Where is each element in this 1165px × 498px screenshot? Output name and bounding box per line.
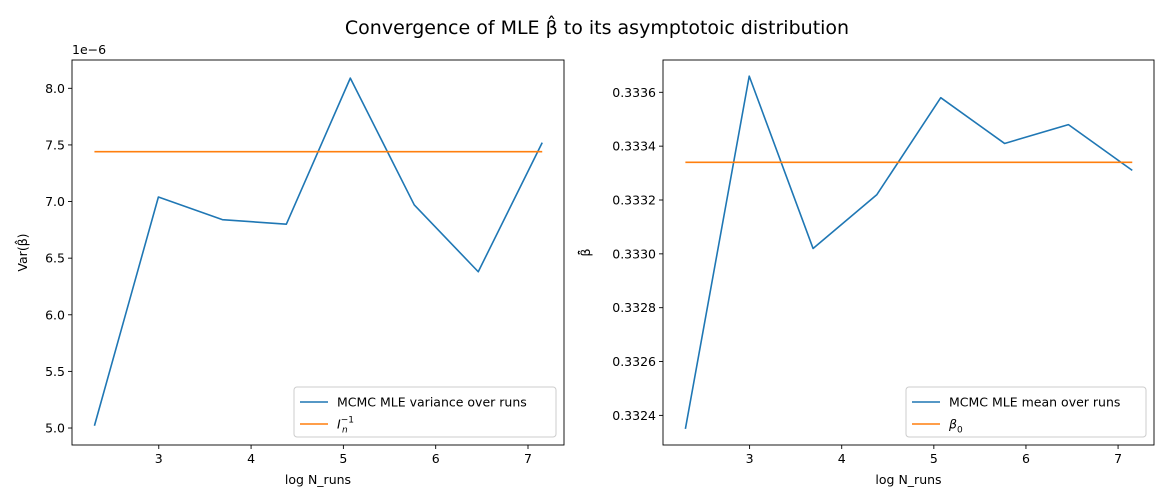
- y-tick-label: 6.0: [45, 307, 65, 322]
- y-tick-label: 0.3336: [612, 85, 656, 100]
- x-axis-label: log N_runs: [285, 472, 351, 487]
- series-line-1: [684, 75, 1133, 429]
- x-tick-label: 3: [746, 451, 754, 466]
- y-tick-label: 0.3326: [612, 354, 656, 369]
- y-tick-label: 7.0: [45, 194, 65, 209]
- axes-frame: [71, 59, 565, 446]
- x-tick-label: 5: [930, 451, 938, 466]
- x-tick-label: 3: [155, 451, 163, 466]
- legend-box: [905, 386, 1147, 438]
- x-tick-label: 5: [339, 451, 347, 466]
- x-tick-label: 7: [524, 451, 532, 466]
- x-tick-label: 7: [1114, 451, 1122, 466]
- y-offset-label: 1e−6: [72, 42, 106, 57]
- y-tick-label: 0.3324: [612, 408, 656, 423]
- y-tick-label: 0.3328: [612, 300, 656, 315]
- x-tick-label: 6: [1022, 451, 1030, 466]
- y-tick-label: 0.3332: [612, 193, 656, 208]
- legend-label-1: MCMC MLE mean over runs: [949, 395, 1120, 410]
- y-tick-label: 8.0: [45, 81, 65, 96]
- legend-label-2: I−1 n: [337, 416, 354, 436]
- figure-title: Convergence of MLE β̂ to its asymptotoic…: [345, 15, 849, 39]
- y-axis-label: β̂̄: [577, 248, 593, 256]
- axes-frame: [662, 59, 1155, 446]
- legend-label-2: β0: [948, 417, 963, 436]
- y-tick-label: 5.0: [45, 421, 65, 436]
- x-tick-label: 4: [838, 451, 846, 466]
- x-axis-label: log N_runs: [875, 472, 941, 487]
- series-line-1: [93, 77, 543, 426]
- y-tick-label: 5.5: [45, 364, 65, 379]
- y-tick-label: 0.3330: [612, 246, 656, 261]
- y-tick-label: 7.5: [45, 137, 65, 152]
- legend-box: [293, 386, 557, 438]
- x-tick-label: 6: [432, 451, 440, 466]
- y-tick-label: 0.3334: [612, 139, 656, 154]
- y-tick-label: 6.5: [45, 251, 65, 266]
- variance-chart-panel: 3 4 5 6 7 5.0 5.5 6.0 6.5 7.0 7.5 8.0 log N_runs Var(…: [14, 42, 565, 487]
- x-tick-label: 4: [247, 451, 255, 466]
- mean-chart-panel: 3 4 5 6 7 0.3324 0.3326 0.3328 0.3330 0.3332 0.333…: [577, 59, 1155, 487]
- legend-label-1: MCMC MLE variance over runs: [337, 395, 527, 410]
- y-axis-label: Var(β̂): [14, 233, 30, 271]
